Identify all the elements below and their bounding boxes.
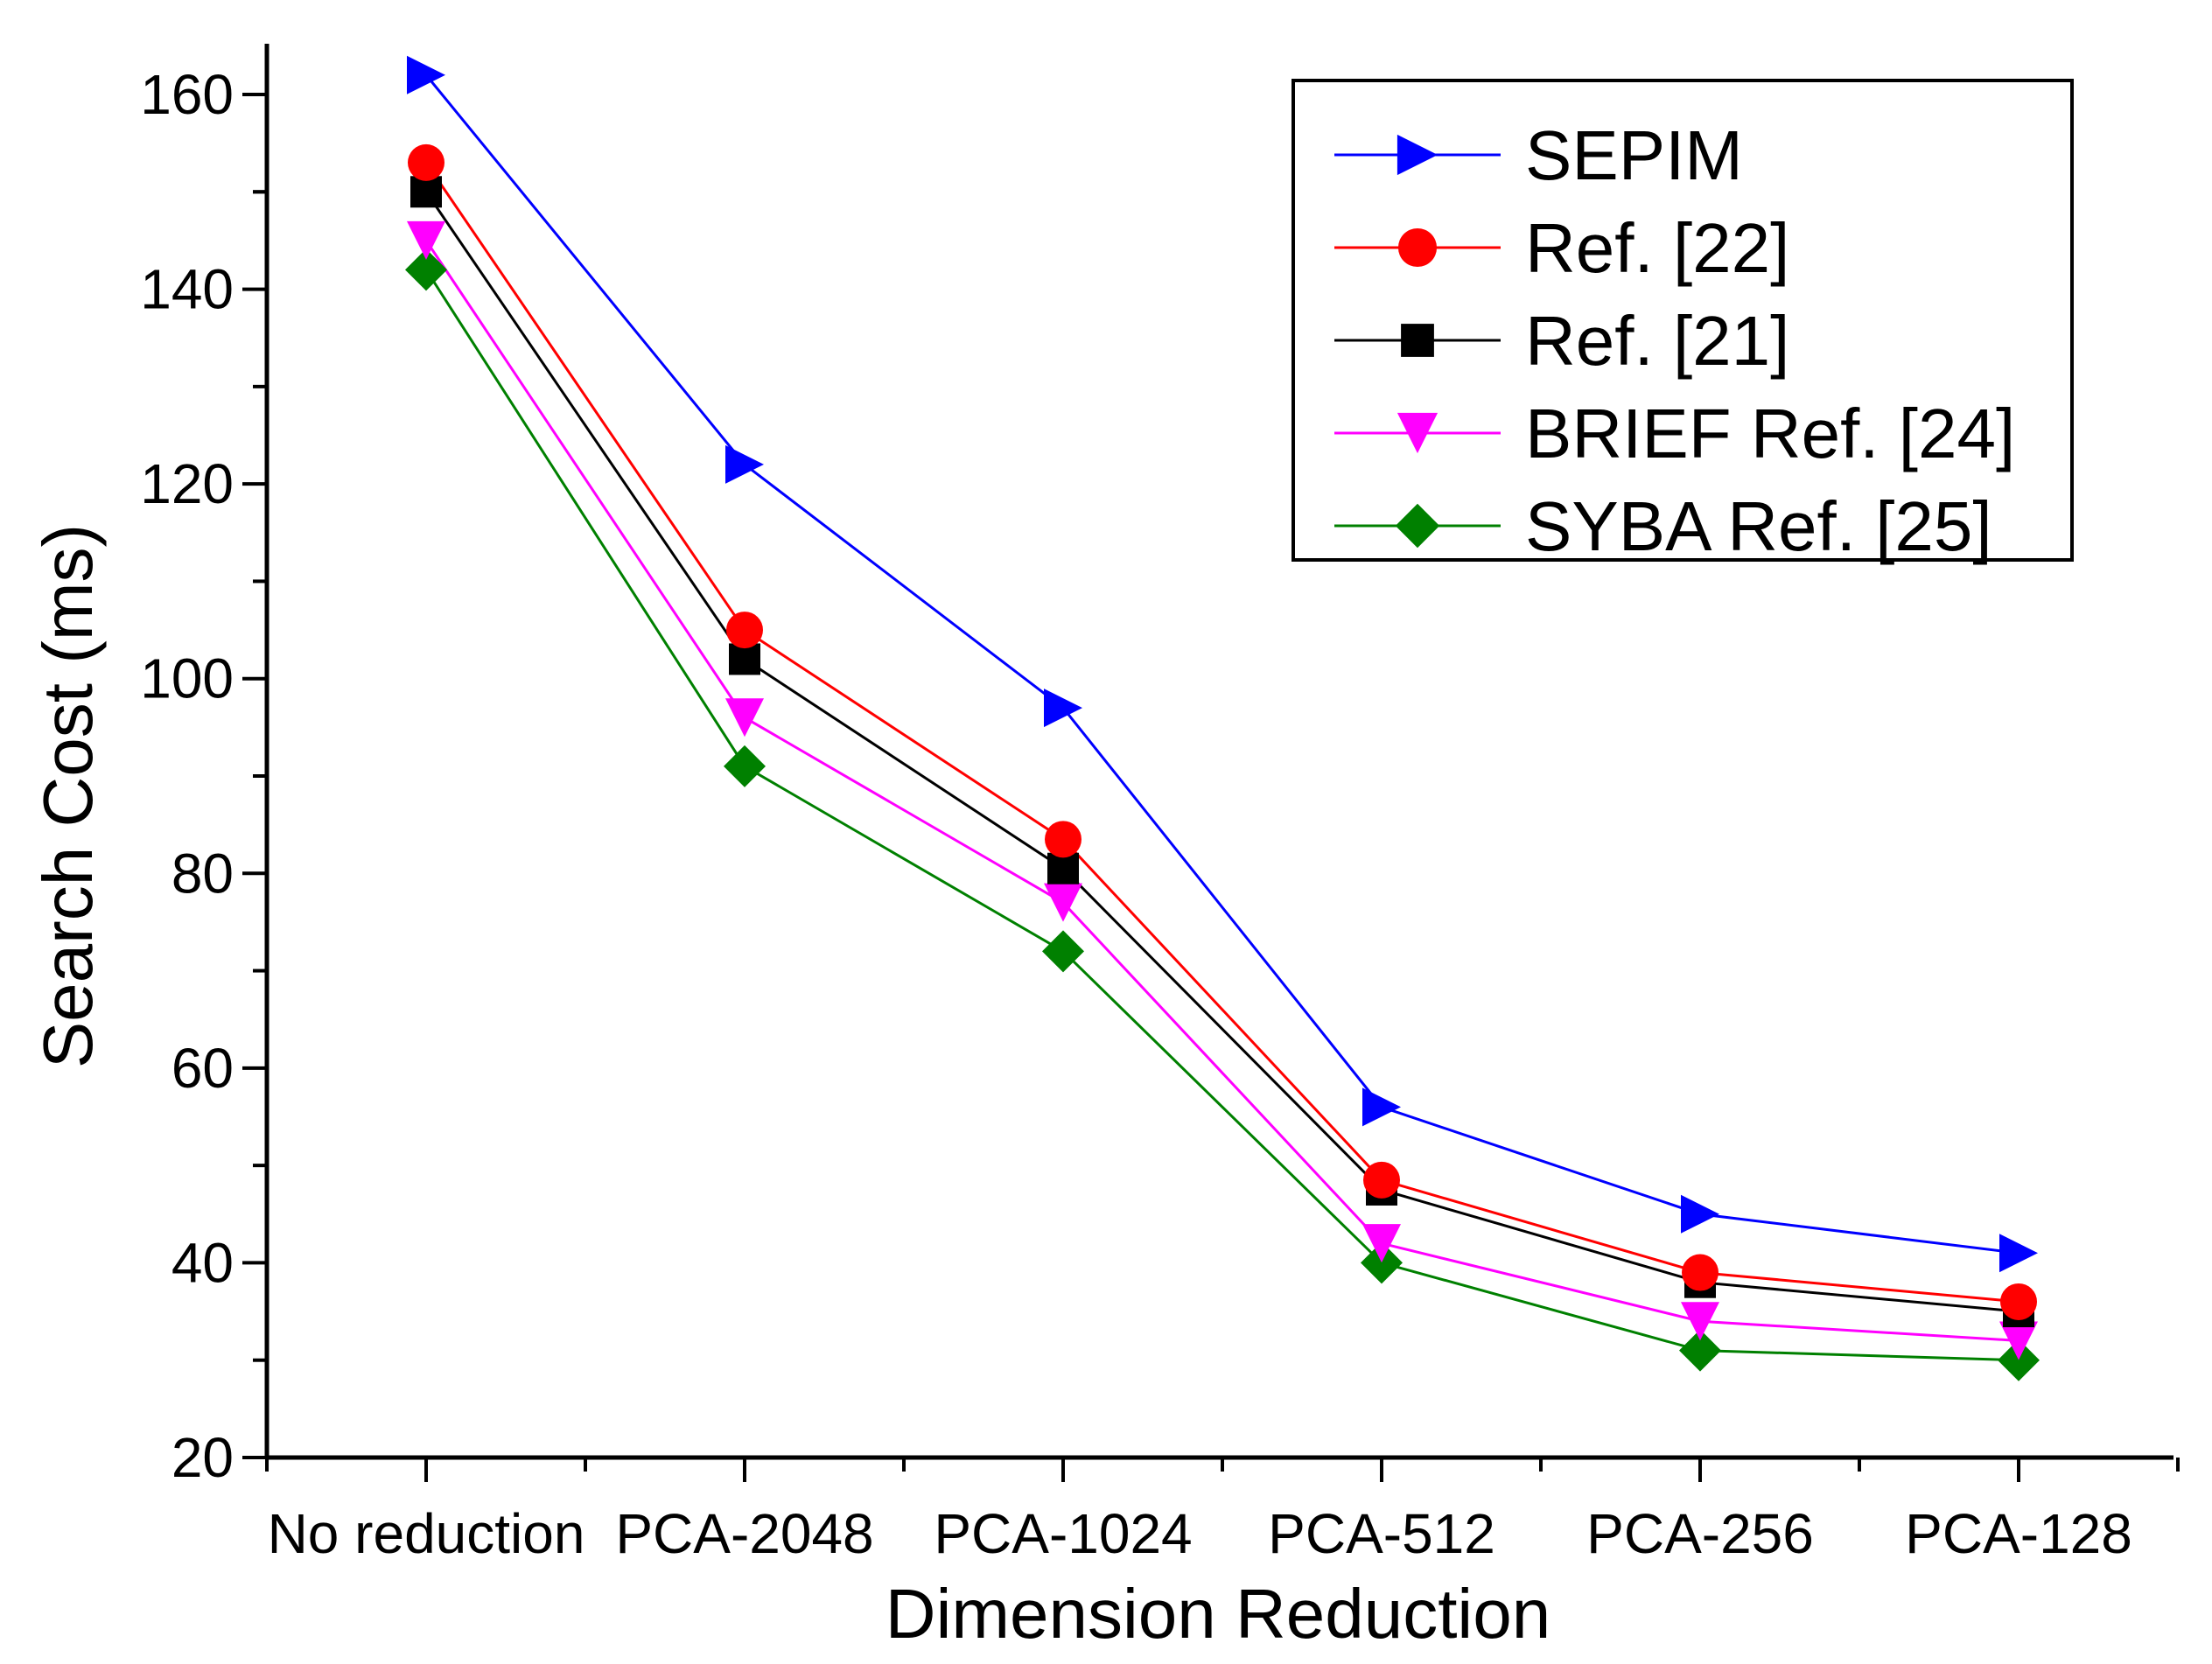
x-tick-label: No reduction [268, 1502, 585, 1565]
series-point [405, 248, 447, 291]
series-point [1397, 227, 1438, 268]
x-tick-label: PCA-256 [1586, 1502, 1814, 1565]
series-point [1682, 1254, 1718, 1291]
series-point [1681, 1302, 1719, 1341]
series-markers [405, 55, 2040, 1381]
series-point [729, 643, 760, 675]
series-point [1362, 1224, 1401, 1263]
y-axis-label: Search Cost (ms) [29, 524, 107, 1068]
series-line [424, 240, 2020, 1342]
series-point [1044, 689, 1082, 728]
y-tick-label: 160 [140, 63, 234, 126]
series-point [1362, 1087, 1401, 1127]
legend-label: SYBA Ref. [25] [1525, 487, 1992, 565]
x-tick-label: PCA-512 [1268, 1502, 1495, 1565]
x-tick-label: PCA-2048 [615, 1502, 873, 1565]
series-point [410, 176, 442, 208]
x-tick-label: PCA-1024 [934, 1502, 1192, 1565]
y-tick-label: 120 [140, 452, 234, 515]
legend-label: Ref. [22] [1525, 209, 1789, 287]
series-point [1999, 1234, 2038, 1273]
legend-label: Ref. [21] [1525, 302, 1789, 380]
series-line [424, 162, 2020, 1304]
series-point [1396, 412, 1438, 454]
series-point [1361, 1241, 1403, 1284]
legend-label: SEPIM [1525, 116, 1743, 194]
series-point [407, 55, 445, 94]
series-point [1999, 1321, 2038, 1360]
y-tick-label: 60 [172, 1037, 234, 1100]
series-line [424, 191, 2020, 1313]
series-point [1396, 134, 1438, 176]
y-tick-label: 100 [140, 647, 234, 710]
series-point [407, 220, 445, 260]
x-tick-label: PCA-128 [1905, 1502, 2132, 1565]
series-lines [424, 73, 2020, 1362]
series-point [408, 143, 444, 181]
series-point [1679, 1329, 1721, 1372]
series-point [724, 745, 766, 787]
series-point [1045, 821, 1082, 858]
series-point [1401, 324, 1434, 357]
axes: 20 40 60 80 100 120 140 160 No reduction PCA-2048… [140, 44, 2180, 1565]
legend-label: BRIEF Ref. [24] [1525, 395, 2015, 472]
series-point [1363, 1161, 1400, 1199]
series-point [1681, 1194, 1719, 1234]
series-line [424, 73, 2020, 1255]
x-axis-label: Dimension Reduction [886, 1575, 1550, 1653]
series-point [1998, 1339, 2040, 1381]
y-tick-label: 80 [172, 842, 234, 905]
series-line [424, 269, 2020, 1362]
series-point [2000, 1283, 2037, 1320]
series-point [1042, 930, 1084, 973]
series-point [725, 698, 764, 738]
series-point [1044, 883, 1082, 922]
y-tick-label: 140 [140, 258, 234, 321]
series-point [725, 444, 764, 484]
y-tick-label: 20 [172, 1426, 234, 1489]
series-point [1047, 852, 1079, 884]
series-point [1395, 503, 1440, 549]
y-tick-label: 40 [172, 1231, 234, 1294]
series-point [726, 612, 763, 649]
legend: SEPIM Ref. [22] Ref. [21] BRIEF Ref. [24] SY… [1292, 79, 2074, 565]
